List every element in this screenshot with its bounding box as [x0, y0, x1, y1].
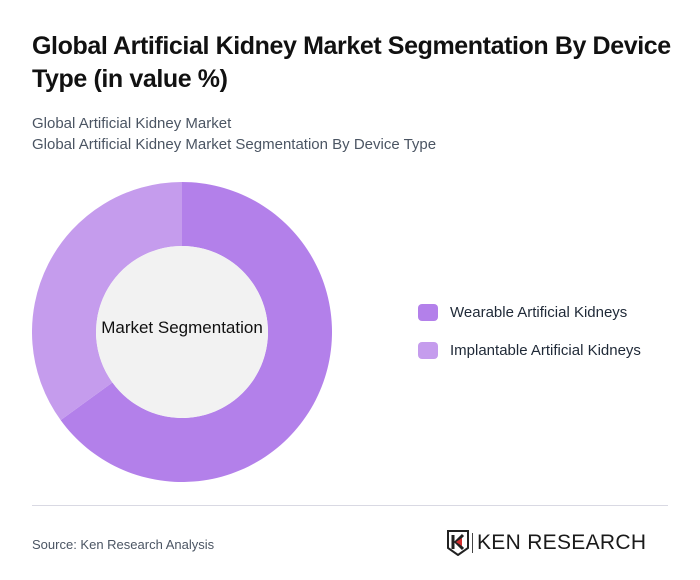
logo-text: KEN RESEARCH [477, 531, 647, 554]
logo-separator [472, 533, 473, 553]
ken-research-shield-icon [447, 530, 469, 556]
donut-slice-wearable-artificial-kidneys[interactable] [60, 182, 332, 482]
ken-research-logo: KEN RESEARCH [447, 530, 646, 556]
legend-label: Implantable Artificial Kidneys [450, 341, 641, 359]
chart-legend: Wearable Artificial Kidneys Implantable A… [418, 302, 641, 378]
donut-center-label: Market Segmentation [101, 318, 263, 337]
source-note: Source: Ken Research Analysis [32, 537, 215, 552]
legend-swatch [418, 303, 438, 321]
legend-swatch [418, 341, 438, 359]
chart-title: Global Artificial Kidney Market Segmenta… [32, 32, 671, 93]
subtitle-market: Global Artificial Kidney Market [32, 115, 232, 132]
subtitle-segmentation: Global Artificial Kidney Market Segmenta… [32, 136, 437, 153]
legend-item-wearable-artificial-kidneys[interactable]: Wearable Artificial Kidneys [418, 302, 641, 322]
legend-label: Wearable Artificial Kidneys [450, 303, 628, 321]
donut-chart [32, 182, 332, 482]
chart-subtitle: Global Artificial Kidney Market Global A… [32, 113, 436, 155]
donut-center [96, 246, 268, 418]
donut-slice-implantable-artificial-kidneys[interactable] [32, 182, 182, 421]
footer-divider [32, 505, 668, 506]
legend-item-implantable-artificial-kidneys[interactable]: Implantable Artificial Kidneys [418, 340, 641, 360]
